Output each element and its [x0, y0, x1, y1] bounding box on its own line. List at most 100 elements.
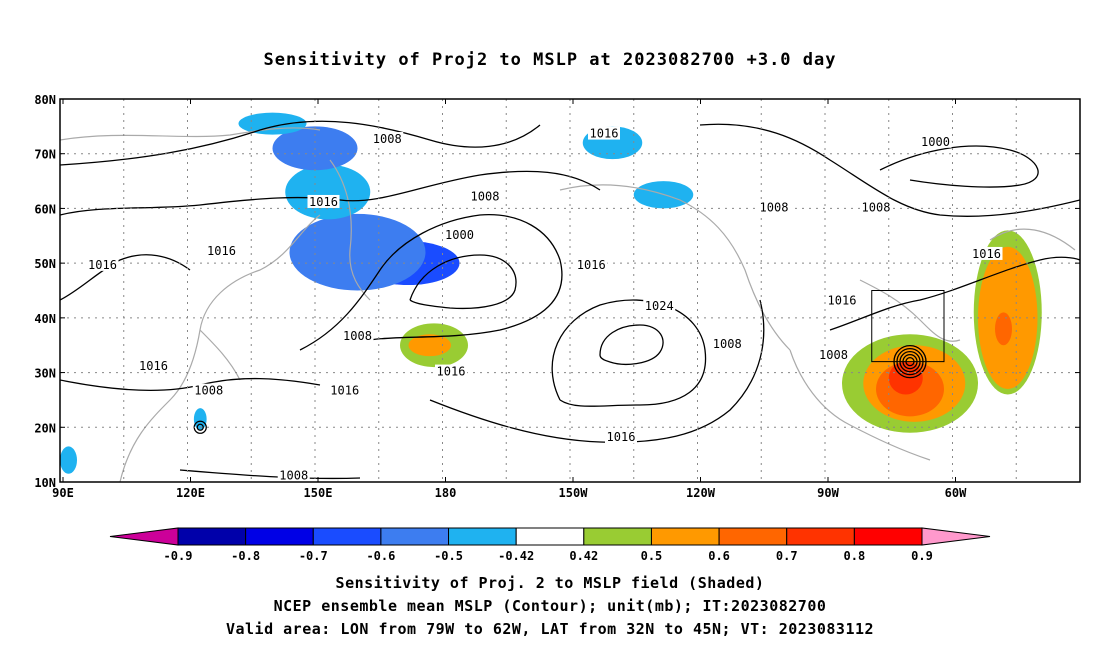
lon-label: 120E: [176, 486, 205, 500]
coastline-segment: [989, 228, 1076, 251]
coastline-segment: [789, 349, 931, 461]
colorbar-tick-label: -0.42: [498, 549, 534, 563]
mslp-isobar: [879, 145, 1039, 188]
mslp-isobar: [299, 214, 563, 351]
contour-label-bg: [328, 383, 361, 397]
contour-label: 1008: [713, 337, 742, 351]
colorbar-tick-label: -0.6: [366, 549, 395, 563]
contour-label: 1008: [819, 348, 848, 362]
caption-contour: NCEP ensemble mean MSLP (Contour); unit(…: [273, 597, 827, 615]
lon-label: 90W: [817, 486, 839, 500]
caption-valid-area: Valid area: LON from 79W to 62W, LAT fro…: [225, 620, 875, 638]
lon-label: 90E: [52, 486, 74, 500]
contour-label-bg: [137, 359, 170, 373]
colorbar-swatch: [245, 527, 314, 546]
colorbar-swatch: [515, 527, 585, 546]
lon-label: 120W: [686, 486, 716, 500]
colorbar-swatch: [786, 527, 855, 546]
caption-shaded: Sensitivity of Proj. 2 to MSLP field (Sh…: [335, 574, 765, 592]
mslp-isobar: [60, 120, 541, 166]
coastlines: [60, 127, 1076, 482]
contour-label: 1000: [445, 228, 474, 242]
coastline-segment: [60, 127, 321, 141]
sensitivity-patch: [995, 312, 1012, 346]
lat-lon-grid: [60, 99, 1080, 482]
colorbar-tick-label: 0.8: [844, 549, 866, 563]
sensitivity-patch: [408, 334, 451, 357]
sensitivity-patch: [60, 446, 77, 474]
mslp-isobar: [60, 170, 601, 216]
contour-label: 1016: [590, 127, 619, 141]
sensitivity-patch: [289, 213, 426, 291]
contour-label: 1008: [471, 189, 500, 203]
coastline-segment: [859, 279, 961, 342]
mslp-isobar: [551, 299, 707, 407]
contour-label: 1008: [862, 200, 891, 214]
mslp-isobar: [699, 123, 1080, 217]
mslp-isobar: [60, 377, 321, 392]
contour-label: 1016: [207, 244, 236, 258]
colorbar-tick-label: -0.8: [231, 549, 260, 563]
contour-label: 1008: [279, 469, 308, 483]
contour-label-bg: [860, 200, 892, 214]
lat-label: 40N: [34, 312, 56, 326]
colorbar-swatch: [853, 527, 923, 546]
colorbar-tick-label: 0.42: [569, 549, 598, 563]
contour-label: 1016: [330, 384, 359, 398]
colorbar-swatch: [448, 527, 517, 546]
lat-label: 70N: [34, 148, 56, 162]
lat-label: 80N: [34, 93, 56, 107]
coastline-segment: [329, 159, 371, 301]
lat-label: 20N: [34, 421, 56, 435]
mslp-isobar: [599, 324, 664, 365]
colorbar-high-arrow: [921, 527, 991, 546]
colorbar-swatch: [718, 527, 788, 546]
contour-label-bg: [970, 246, 1003, 260]
contour-label-bg: [605, 430, 637, 444]
colorbar-swatch: [650, 527, 720, 546]
contour-label-bg: [341, 329, 374, 343]
colorbar-swatch: [380, 527, 450, 546]
contour-label-bg: [205, 244, 238, 258]
colorbar-low-arrow: [109, 527, 179, 546]
colorbar-swatch: [583, 527, 652, 546]
contour-label: 1024: [645, 299, 674, 313]
contour-label-bg: [588, 126, 620, 140]
colorbar-tick-label: -0.9: [164, 549, 193, 563]
mslp-isobar: [429, 299, 765, 443]
contour-label-bg: [469, 189, 501, 203]
contour-label-bg: [192, 383, 225, 397]
contour-label: 1016: [577, 258, 606, 272]
contour-label: 1008: [343, 329, 372, 343]
lat-label: 50N: [34, 257, 56, 271]
contour-label: 1008: [760, 200, 789, 214]
colorbar-tick-label: 0.5: [641, 549, 663, 563]
contour-label-bg: [86, 257, 119, 271]
sensitivity-patch: [888, 361, 923, 395]
contour-label: 1016: [309, 195, 338, 209]
mslp-isobar: [409, 254, 517, 310]
contour-label: 1016: [828, 293, 857, 307]
colorbar: -0.9 -0.8 -0.7 -0.6 -0.5 -0.42 0.42 0.5 0.6 0.7 0.…: [109, 527, 991, 563]
lon-label: 150E: [304, 486, 333, 500]
contour-label: 1008: [373, 132, 402, 146]
contour-label-bg: [643, 298, 676, 312]
colorbar-tick-label: 0.7: [776, 549, 798, 563]
mslp-isobar: [179, 469, 361, 480]
contour-label: 1008: [194, 384, 223, 398]
contour-label-bg: [817, 348, 850, 362]
colorbar-swatch: [312, 527, 382, 546]
contour-label-bg: [711, 337, 744, 351]
contour-label-bg: [758, 200, 790, 214]
valid-area-box: [871, 290, 945, 363]
mslp-contours: [60, 120, 1080, 480]
contour-label-bg: [919, 134, 952, 148]
coastline-segment: [199, 329, 241, 381]
colorbar-tick-label: 0.6: [708, 549, 730, 563]
contour-label-bg: [435, 364, 467, 378]
contour-label: 1016: [88, 258, 117, 272]
map-title: Sensitivity of Proj2 to MSLP at 20230827…: [263, 50, 837, 70]
lat-label: 10N: [34, 476, 56, 490]
contour-label: 1016: [437, 365, 466, 379]
